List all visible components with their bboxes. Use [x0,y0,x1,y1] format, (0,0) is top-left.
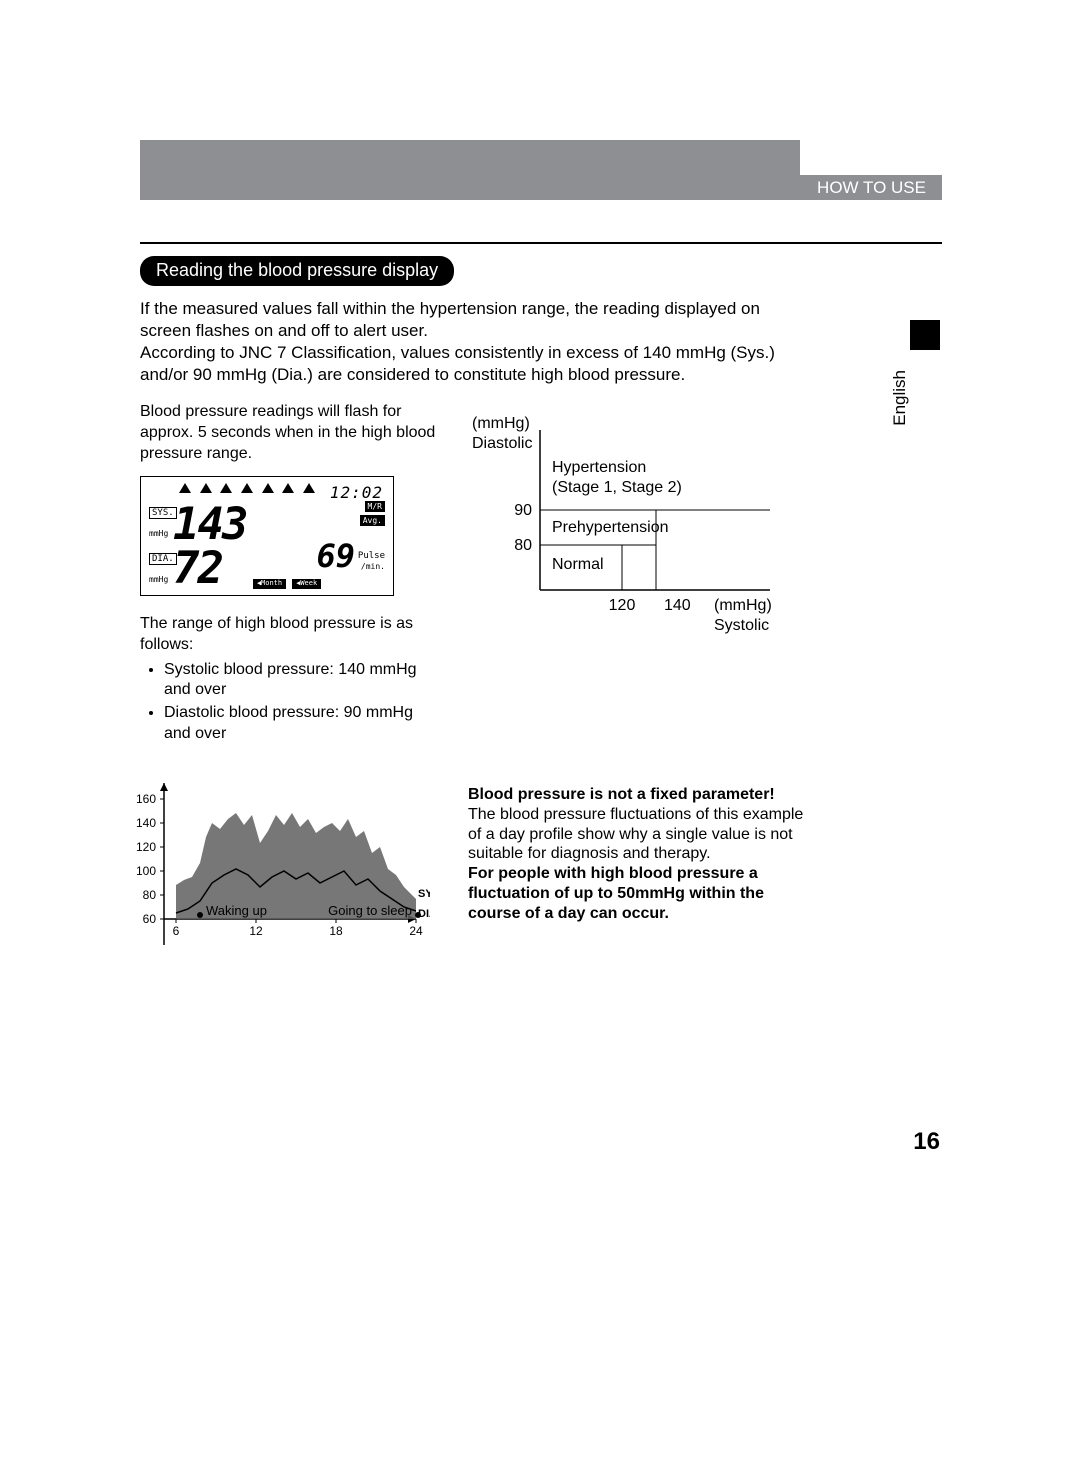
lcd-time: 12:02 [330,483,383,502]
bp-not-fixed-heading-text: Blood pressure is not a fixed parameter! [468,786,775,803]
lcd-pulse-label: Pulse [358,551,385,561]
svg-text:DIA: DIA [418,908,430,920]
svg-text:Diastolic: Diastolic [472,435,532,452]
svg-text:160: 160 [136,792,156,806]
svg-text:24: 24 [409,924,423,938]
lcd-week-badge: ◀Week [292,579,321,589]
flash-note-text: Blood pressure readings will flash for a… [140,403,435,462]
range-bullet-sys: Systolic blood pressure: 140 mmHg and ov… [164,660,430,702]
svg-text:100: 100 [136,864,156,878]
bp-fluctuation-bold-text: For people with high blood pressure a fl… [468,865,764,922]
language-tab: English [890,370,910,426]
bp-fluctuation-paragraph: The blood pressure fluctuations of this … [468,805,812,864]
svg-text:90: 90 [514,502,532,519]
lcd-sys-unit: mmHg [149,529,168,538]
classification-diagram: (mmHg) Diastolic 90 80 120 140 (mmHg) Systolic H… [460,410,815,640]
range-note: The range of high blood pressure is as f… [140,614,430,747]
section-title-pill: Reading the blood pressure display [140,256,454,286]
svg-text:60: 60 [143,912,157,926]
bp-fluctuation-bold: For people with high blood pressure a fl… [468,864,812,923]
svg-text:18: 18 [329,924,343,938]
svg-text:SYS: SYS [418,888,430,900]
svg-text:140: 140 [136,816,156,830]
lcd-display: 12:02 SYS. mmHg 143 DIA. mmHg 72 69 Puls… [140,476,394,596]
svg-text:Prehypertension: Prehypertension [552,519,669,536]
range-bullet-dia: Diastolic blood pressure: 90 mmHg and ov… [164,703,430,745]
range-intro: The range of high blood pressure is as f… [140,615,413,653]
day-profile-text: Blood pressure is not a fixed parameter!… [468,785,812,924]
lcd-mr-badge: M/R [365,501,385,512]
lcd-pulse-value: 69 [316,537,355,575]
svg-text:(mmHg): (mmHg) [714,597,772,614]
lcd-pulse-unit: /min. [361,562,385,571]
svg-text:120: 120 [136,840,156,854]
divider-top [140,242,942,244]
svg-text:120: 120 [609,597,636,614]
svg-text:(mmHg): (mmHg) [472,415,530,432]
svg-text:Systolic: Systolic [714,617,769,634]
lcd-top-arrows [175,483,319,497]
svg-text:80: 80 [514,537,532,554]
language-label: English [890,370,909,426]
header-title: HOW TO USE [817,178,926,197]
lcd-bottom-badges: ◀Month ◀Week [215,579,359,589]
svg-text:Normal: Normal [552,556,604,573]
day-profile-svg: 160 140 120 100 80 60 6 12 18 24 Waking up Going to… [128,775,430,965]
svg-text:80: 80 [143,888,157,902]
svg-text:Waking up: Waking up [206,903,267,918]
bp-not-fixed-heading: Blood pressure is not a fixed parameter! [468,785,812,805]
intro-text: If the measured values fall within the h… [140,299,775,384]
svg-text:12: 12 [249,924,263,938]
classification-svg: (mmHg) Diastolic 90 80 120 140 (mmHg) Systolic H… [460,410,815,640]
svg-text:(Stage 1, Stage 2): (Stage 1, Stage 2) [552,479,682,496]
day-profile-chart: 160 140 120 100 80 60 6 12 18 24 Waking up Going to… [128,775,430,965]
language-tab-marker [910,320,940,350]
page-number: 16 [913,1128,940,1156]
svg-text:Hypertension: Hypertension [552,459,646,476]
lcd-dia-unit: mmHg [149,575,168,584]
lcd-avg-badge: Avg. [360,515,385,526]
svg-text:140: 140 [664,597,691,614]
flash-note: Blood pressure readings will flash for a… [140,402,440,464]
section-title: Reading the blood pressure display [156,260,438,280]
lcd-month-badge: ◀Month [253,579,286,589]
svg-text:Going to sleep: Going to sleep [328,903,412,918]
header-bar: HOW TO USE [140,175,942,200]
svg-text:6: 6 [173,924,180,938]
intro-paragraph: If the measured values fall within the h… [140,298,815,386]
